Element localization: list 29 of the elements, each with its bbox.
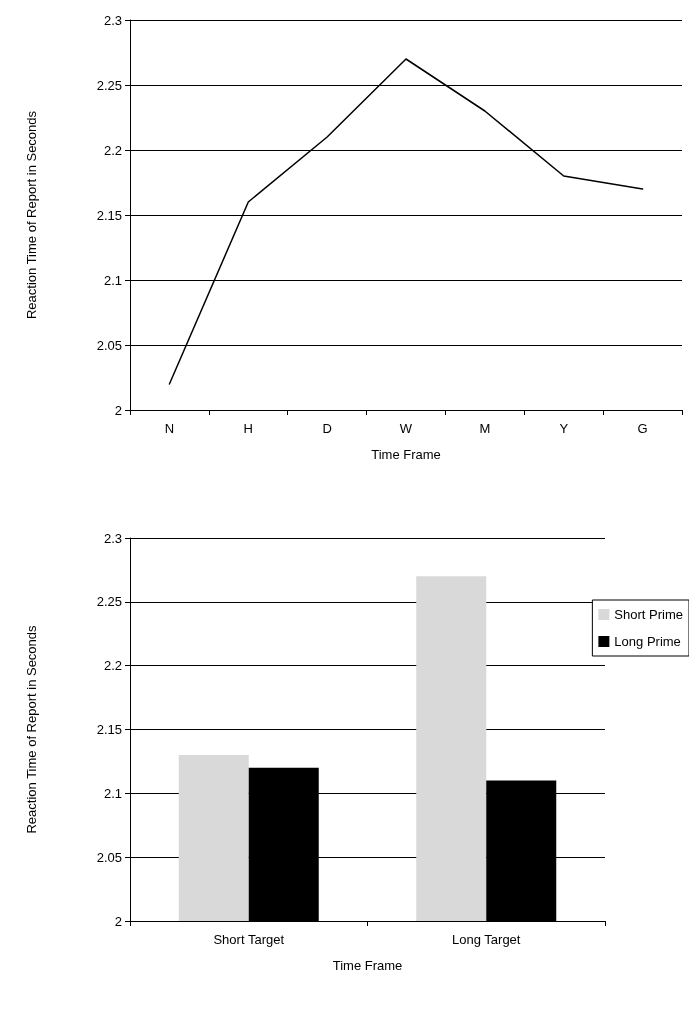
- x-tick-label: N: [164, 421, 175, 436]
- x-axis-title: Time Frame: [332, 958, 403, 973]
- legend-label: Short Prime: [614, 607, 684, 622]
- y-tick-label: 2.25: [96, 77, 122, 93]
- y-axis-title: Reaction Time of Report in Seconds: [24, 624, 39, 834]
- y-tick-label: 2.3: [103, 12, 122, 28]
- y-tick-label: 2.15: [96, 722, 122, 737]
- legend-label: Long Prime: [614, 634, 681, 649]
- x-axis-title: Time Frame: [371, 447, 441, 462]
- x-tick-label: G: [637, 421, 648, 436]
- y-tick-label: 2.2: [103, 142, 122, 158]
- y-tick-label: 2: [114, 402, 122, 418]
- x-tick-label: W: [399, 421, 413, 436]
- y-tick-label: 2: [114, 913, 122, 929]
- x-tick-label: D: [322, 421, 332, 436]
- y-tick-label: 2.25: [96, 594, 122, 610]
- y-tick-label: 2.2: [103, 658, 122, 674]
- y-tick-label: 2.1: [103, 272, 122, 288]
- x-tick-label: Long Target: [452, 932, 521, 947]
- x-tick-label: Short Target: [213, 932, 285, 947]
- x-tick-label: H: [243, 421, 253, 436]
- y-tick-label: 2.15: [96, 207, 122, 223]
- y-axis-title: Reaction Time of Report in Seconds: [24, 110, 39, 320]
- y-tick-label: 2.05: [96, 337, 122, 353]
- x-tick-label: Y: [559, 421, 569, 436]
- y-tick-label: 2.1: [103, 785, 122, 801]
- x-tick-label: M: [479, 421, 491, 436]
- y-tick-label: 2.05: [96, 849, 122, 865]
- y-tick-label: 2.3: [103, 530, 122, 546]
